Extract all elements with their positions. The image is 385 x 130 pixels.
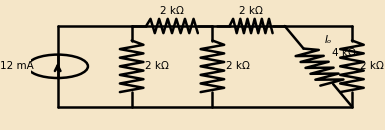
Text: 2 kΩ: 2 kΩ [226, 61, 250, 71]
Text: Iₒ: Iₒ [325, 35, 332, 45]
Text: 4 kΩ: 4 kΩ [332, 48, 356, 58]
Text: 2 kΩ: 2 kΩ [239, 6, 263, 16]
Text: 12 mA: 12 mA [0, 61, 34, 71]
Text: 2 kΩ: 2 kΩ [145, 61, 169, 71]
Text: 2 kΩ: 2 kΩ [160, 6, 184, 16]
Text: 2 kΩ: 2 kΩ [360, 61, 384, 71]
